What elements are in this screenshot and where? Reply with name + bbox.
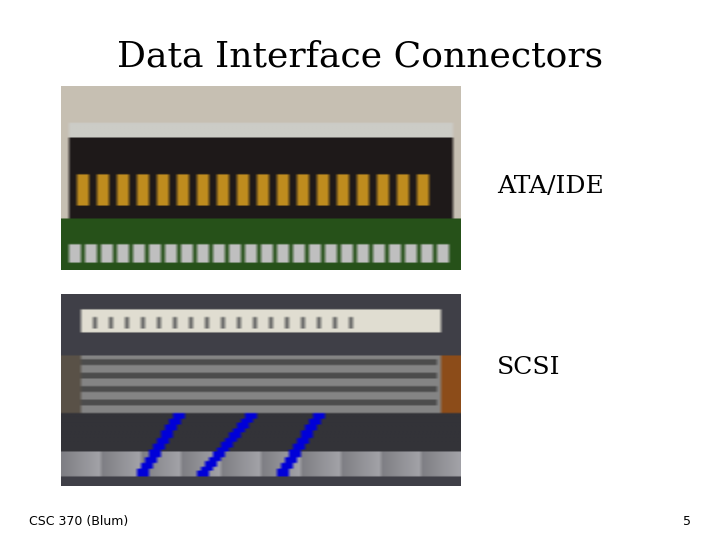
Text: CSC 370 (Blum): CSC 370 (Blum) — [29, 515, 128, 528]
Text: 5: 5 — [683, 515, 691, 528]
Text: SCSI: SCSI — [497, 356, 560, 379]
Text: Data Interface Connectors: Data Interface Connectors — [117, 40, 603, 73]
Text: ATA/IDE: ATA/IDE — [497, 175, 603, 198]
